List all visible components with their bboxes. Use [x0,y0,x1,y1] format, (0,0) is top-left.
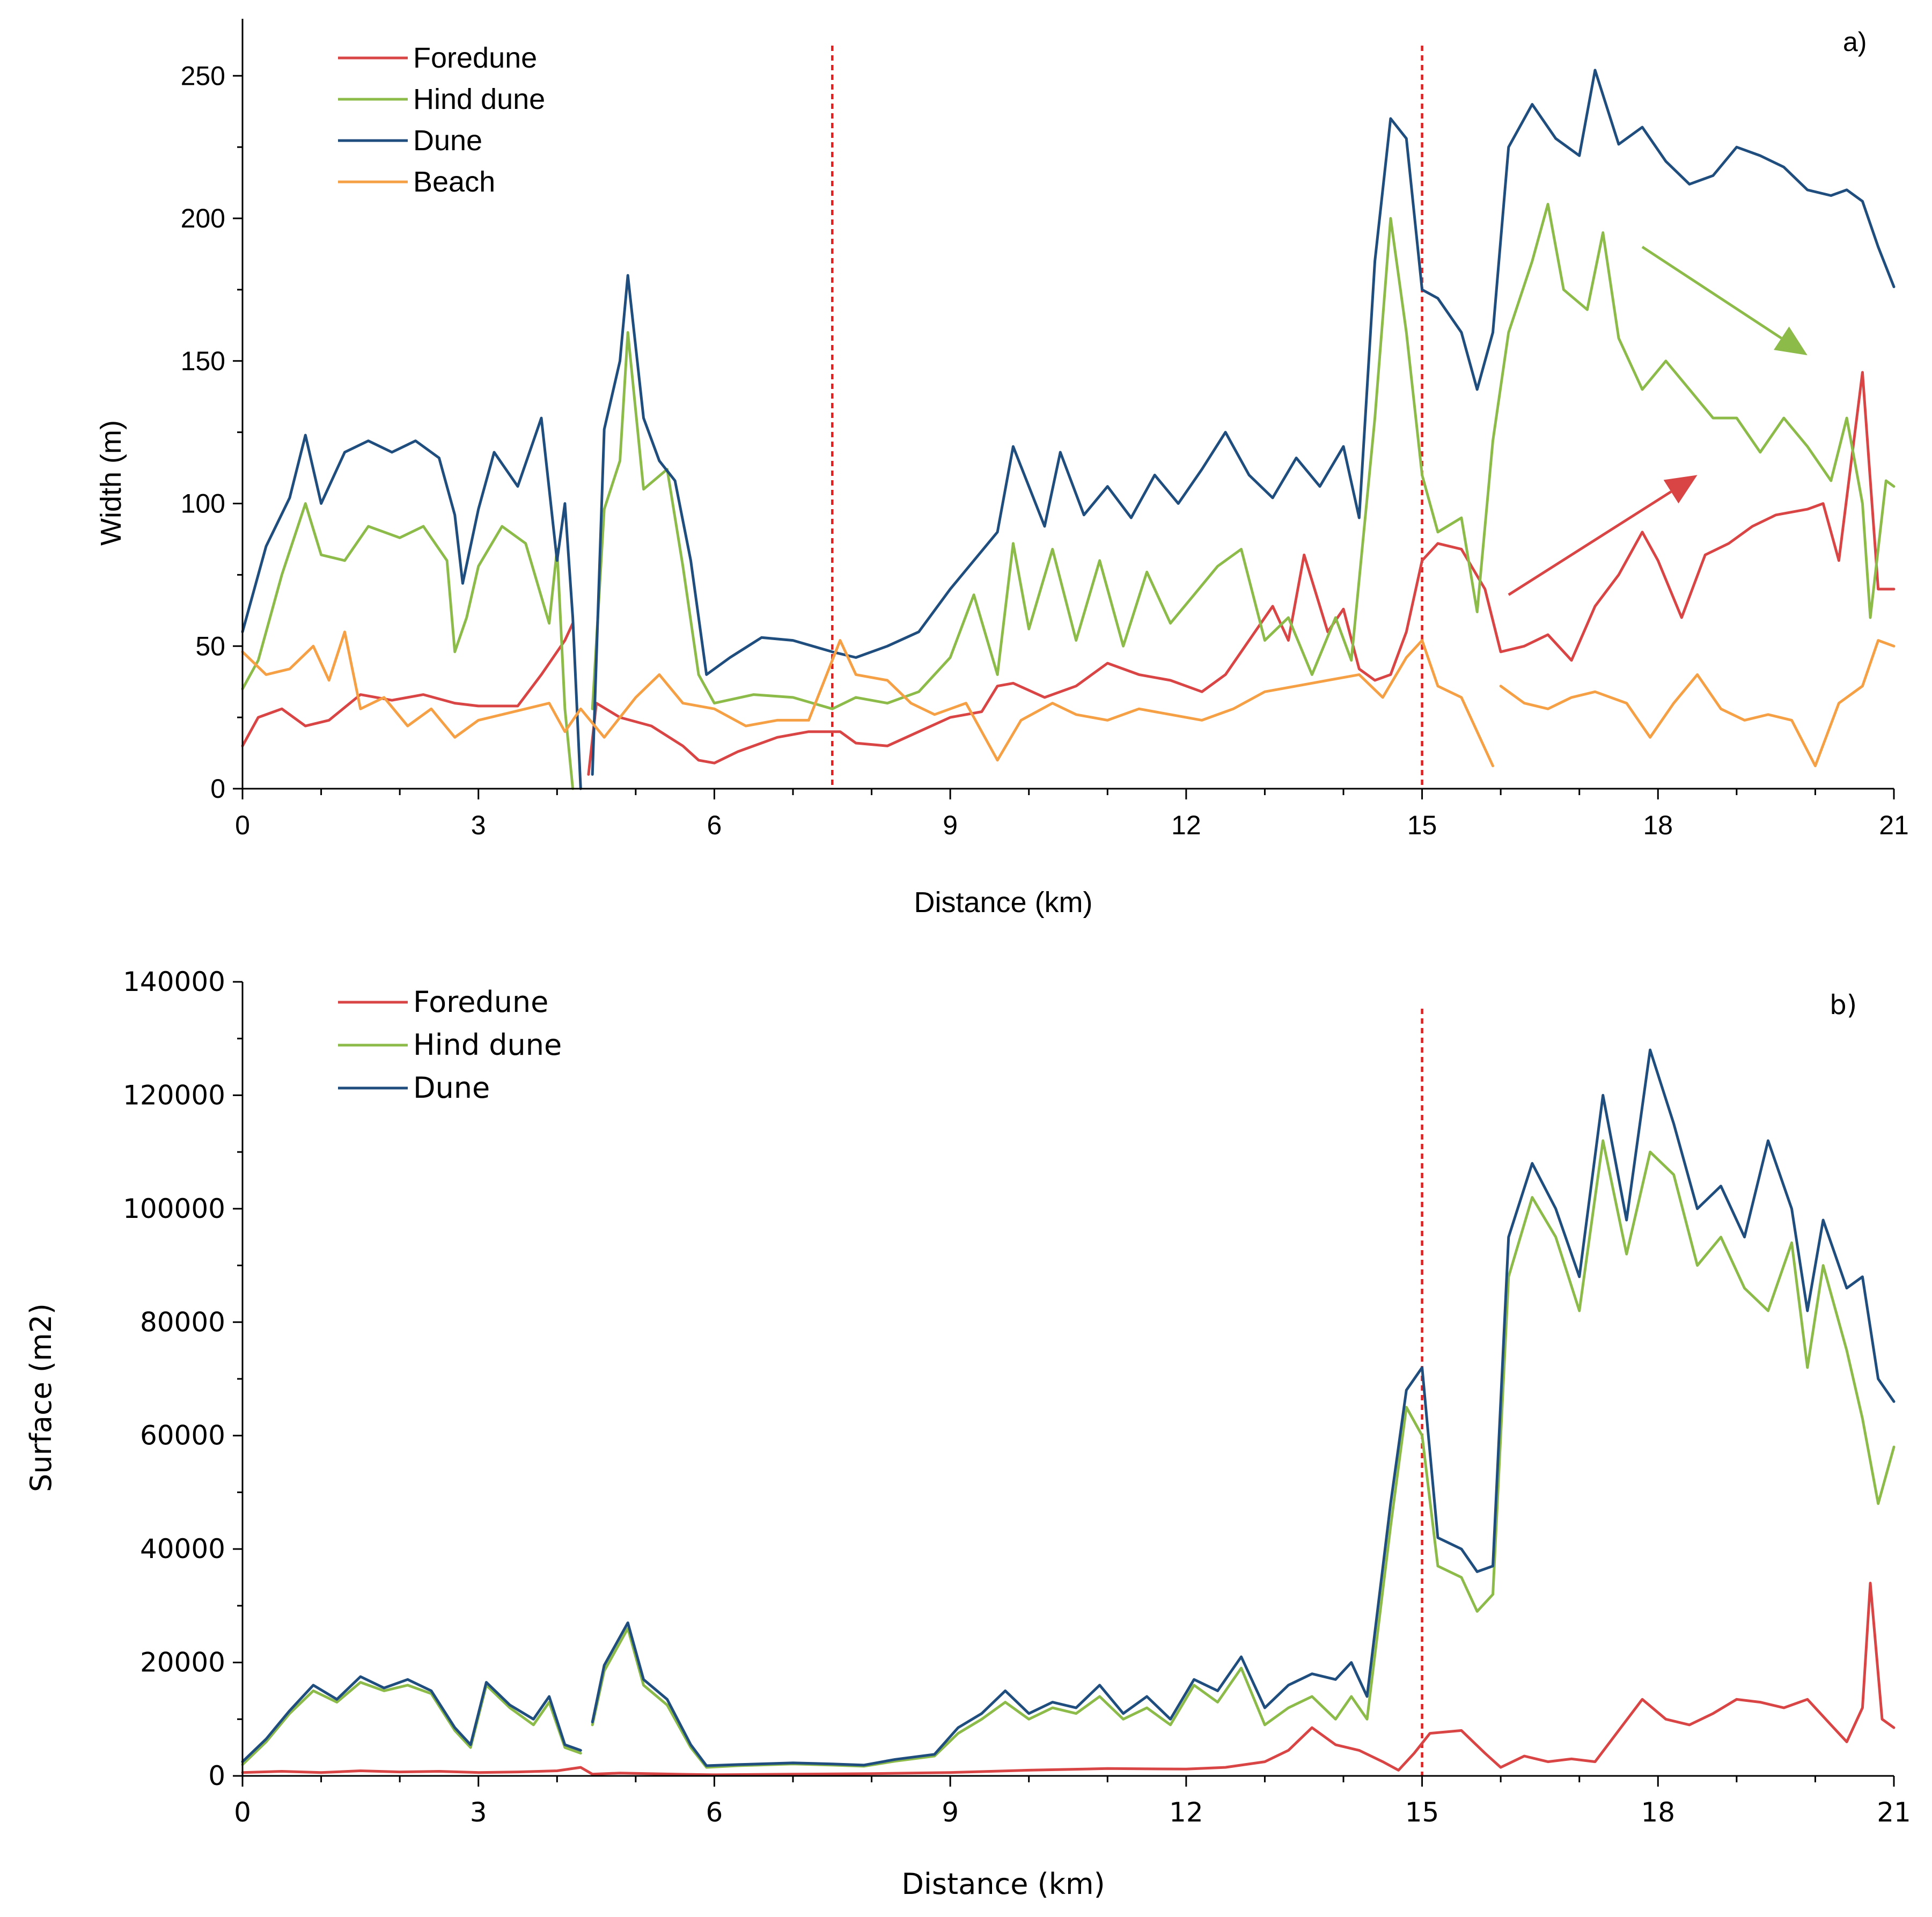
y-tick-label: 0 [208,1760,225,1791]
x-tick-label: 6 [706,1797,723,1828]
y-tick-label: 100000 [123,1193,225,1224]
x-tick-labels: 0 3 6 9 12 15 18 21 [235,810,1909,840]
x-tick-label: 12 [1169,1797,1203,1828]
series-line-hind-dune [591,203,1896,710]
legend-label-hind-dune: Hind dune [413,83,545,115]
series-lines [241,1048,1896,1776]
x-tick-label: 18 [1641,1797,1675,1828]
y-tick-label: 60000 [140,1420,225,1451]
x-tick-label: 3 [471,810,486,840]
y-tick-label: 140000 [123,966,225,997]
x-tick-label: 9 [943,810,958,840]
legend: Foredune Hind dune Dune [338,985,562,1105]
y-tick-label: 20000 [140,1647,225,1678]
x-tick-label: 18 [1643,810,1673,840]
series-line-hind-dune [241,1681,582,1766]
series-line-foredune [241,622,575,747]
x-tick-label: 9 [942,1797,959,1828]
x-tick-label: 15 [1407,810,1437,840]
x-tick-label: 21 [1879,810,1909,840]
panel-label: a) [1843,27,1867,57]
series-line-dune [241,416,582,790]
x-axis-title: Distance (km) [901,1867,1105,1901]
trend-arrow-head [1663,475,1698,504]
legend-label-hind-dune: Hind dune [413,1028,562,1062]
y-tick-label: 100 [181,489,225,519]
x-tick-label: 12 [1171,810,1201,840]
y-tick-label: 120000 [123,1079,225,1111]
chart-panel-a: 0 3 6 9 12 15 18 21 0 50 100 150 200 250 Distance (k… [95,19,1909,919]
series-line-dune [591,1048,1896,1767]
y-tick-labels: 0 20000 40000 60000 80000 100000 120000 140000 [123,966,225,1791]
y-tick-label: 250 [181,61,225,91]
y-tick-label: 50 [195,631,225,661]
vertical-markers [831,46,1423,789]
legend-label-beach: Beach [413,166,495,198]
x-tick-label: 21 [1877,1797,1911,1828]
x-axis-title: Distance (km) [914,886,1092,919]
series-line-beach [241,630,1494,767]
series-line-dune [241,1675,582,1764]
y-tick-labels: 0 50 100 150 200 250 [181,61,225,804]
y-tick-label: 80000 [140,1306,225,1338]
trend-arrow-shaft [1508,490,1672,596]
y-axis-title: Width (m) [95,420,127,546]
trend-arrow-head [1774,326,1808,356]
legend: Foredune Hind dune Dune Beach [338,42,545,198]
series-line-dune [591,69,1896,776]
x-tick-label: 3 [470,1797,487,1828]
chart-panel-b: 0 3 6 9 12 15 18 21 0 20000 40000 60000 80000 100000… [24,966,1911,1901]
series-line-foredune [241,1582,1896,1776]
panel-label: b) [1830,989,1857,1020]
legend-label-dune: Dune [413,124,482,157]
x-tick-label: 15 [1405,1797,1439,1828]
legend-label-foredune: Foredune [413,42,537,74]
series-line-beach [1499,639,1896,767]
legend-label-foredune: Foredune [413,985,548,1019]
trend-arrows [1508,246,1808,596]
series-lines [241,69,1896,790]
series-line-hind-dune [241,502,575,790]
x-tick-label: 0 [235,810,250,840]
y-tick-label: 0 [210,774,225,804]
series-line-foredune [587,371,1896,776]
y-tick-label: 40000 [140,1533,225,1565]
legend-label-dune: Dune [413,1071,490,1105]
trend-arrow-shaft [1641,246,1782,340]
axes [233,19,1895,799]
x-tick-labels: 0 3 6 9 12 15 18 21 [234,1797,1911,1828]
y-tick-label: 200 [181,203,225,233]
x-tick-label: 6 [707,810,722,840]
y-tick-label: 150 [181,346,225,376]
axes [233,981,1895,1787]
y-axis-title: Surface (m2) [24,1303,58,1492]
x-tick-label: 0 [234,1797,251,1828]
